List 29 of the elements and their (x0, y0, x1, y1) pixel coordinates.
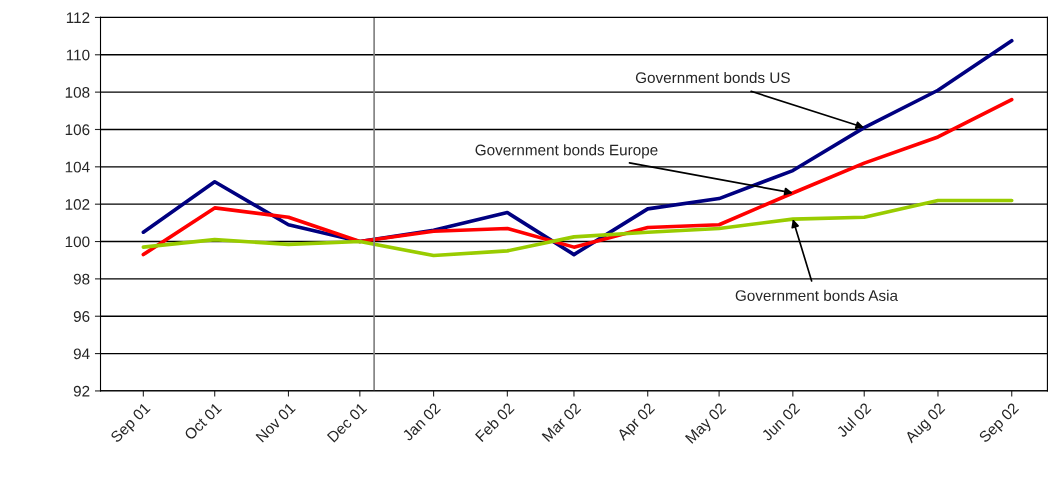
y-tick-label: 96 (73, 311, 90, 322)
y-tick-label: 102 (65, 199, 90, 210)
annotation: Government bonds US (635, 71, 790, 84)
x-tick-label: Feb 02 (474, 401, 515, 443)
line-series (141, 97, 1014, 257)
y-tick-label: 98 (73, 273, 90, 285)
annotation: Government bonds Europe (475, 144, 658, 159)
y-tick-label: 110 (66, 49, 90, 61)
x-tick-label: Apr 02 (616, 402, 658, 444)
x-tick-label: Sep 02 (978, 402, 1022, 446)
y-tick-label: 112 (66, 12, 90, 23)
x-tick-label: Aug 02 (904, 402, 948, 446)
x-tick-label: Oct 01 (183, 402, 223, 441)
x-tick-label: Sep 01 (109, 402, 153, 446)
x-tick-label: May 02 (684, 402, 729, 446)
x-tick-label: Nov 01 (255, 402, 296, 443)
x-tick-label: Jul 02 (835, 401, 872, 438)
y-tick-label: 94 (73, 348, 90, 360)
y-tick-label: 92 (73, 385, 90, 397)
line-series (141, 198, 1014, 258)
y-tick-label: 106 (65, 124, 90, 136)
x-tick-label: Jan 02 (401, 402, 441, 442)
x-tick-label: Jun 02 (760, 402, 801, 442)
x-tick-label: Dec 01 (326, 402, 368, 443)
annotation: Government bonds Asia (735, 289, 898, 301)
y-tick-label: 108 (65, 87, 90, 98)
x-tick-label: Mar 02 (541, 402, 582, 443)
y-tick-label: 104 (65, 161, 90, 173)
y-tick-label: 100 (65, 236, 90, 248)
